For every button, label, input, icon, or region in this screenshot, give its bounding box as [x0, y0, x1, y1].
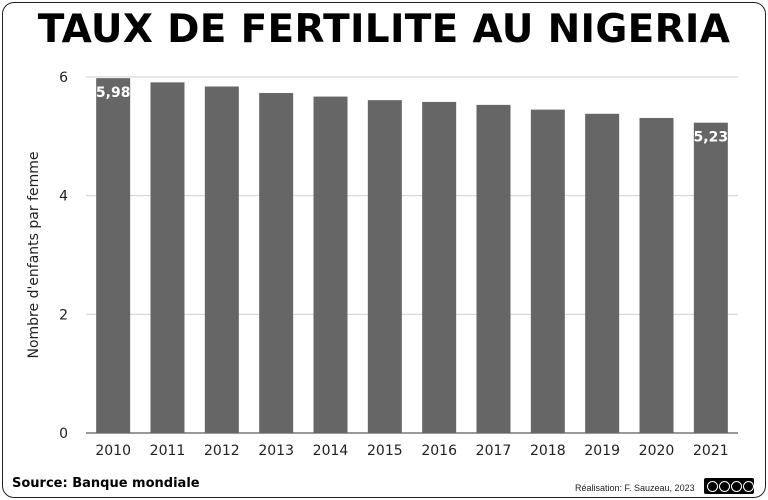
chart-title: TAUX DE FERTILITE AU NIGERIA — [37, 7, 731, 52]
x-tick-label: 2020 — [639, 443, 675, 459]
bar-2012 — [204, 86, 239, 433]
x-tick-label: 2018 — [530, 443, 566, 459]
bar-2019 — [585, 113, 620, 433]
x-tick-label: 2015 — [367, 443, 403, 459]
y-tick-label: 4 — [59, 189, 68, 205]
bar-2014 — [313, 96, 348, 433]
x-tick-label: 2021 — [693, 443, 729, 459]
bar-2018 — [530, 109, 565, 433]
y-tick-label: 6 — [59, 70, 68, 86]
bar-2015 — [367, 100, 402, 433]
bar-2017 — [476, 104, 511, 434]
bar-2013 — [259, 93, 294, 434]
bar-2020 — [639, 117, 674, 433]
y-tick-label: 2 — [59, 307, 68, 323]
credit-label: Réalisation: F. Sauzeau, 2023 — [575, 483, 695, 493]
x-tick-label: 2011 — [150, 443, 186, 459]
creative-commons-badge-icon — [704, 478, 754, 494]
x-tick-label: 2013 — [258, 443, 294, 459]
x-tick-label: 2017 — [476, 443, 512, 459]
bar-2011 — [150, 82, 185, 433]
bar-2016 — [422, 101, 457, 434]
x-tick-label: 2016 — [421, 443, 457, 459]
x-tick-label: 2010 — [95, 443, 131, 459]
bar-2021 — [693, 122, 728, 433]
y-tick-label: 0 — [59, 426, 68, 442]
data-label: 5,98 — [96, 85, 131, 101]
x-tick-label: 2019 — [584, 443, 620, 459]
x-tick-label: 2012 — [204, 443, 240, 459]
x-tick-label: 2014 — [313, 443, 349, 459]
source-label: Source: Banque mondiale — [12, 476, 200, 491]
bar-2010 — [96, 78, 131, 433]
y-axis-label: Nombre d'enfants par femme — [26, 151, 42, 358]
data-label: 5,23 — [694, 130, 729, 146]
